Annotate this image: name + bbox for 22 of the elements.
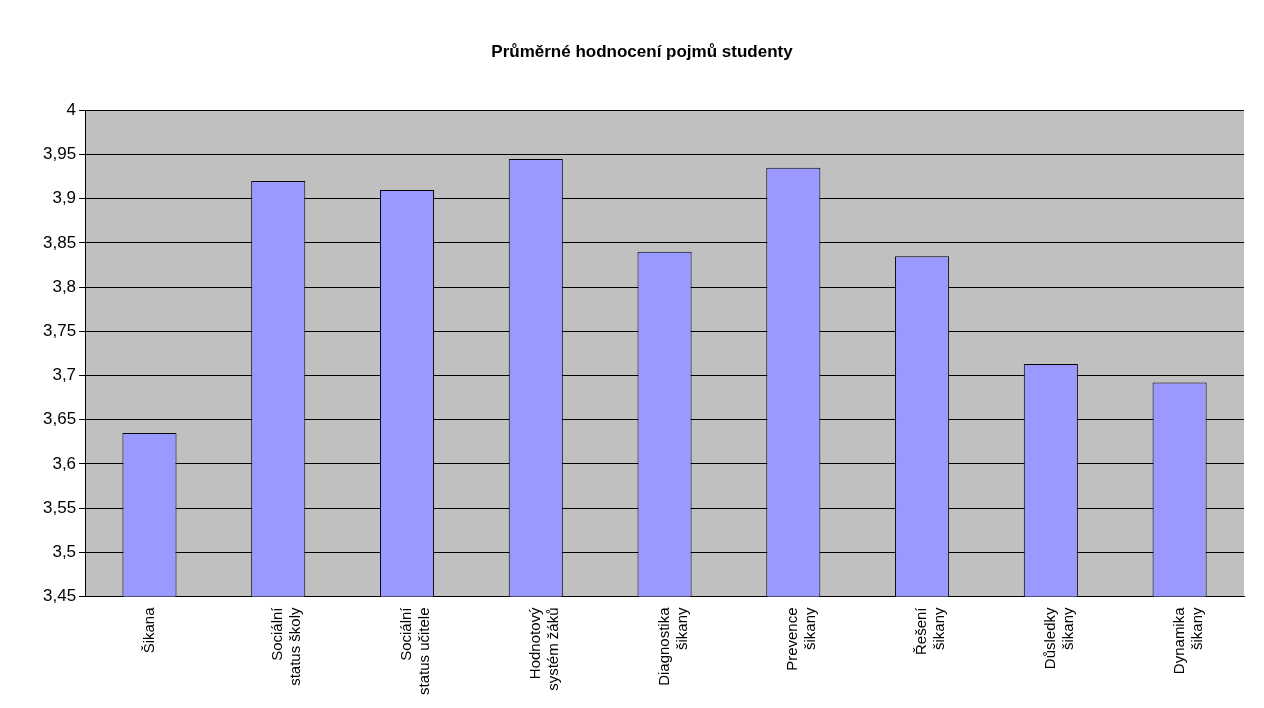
chart-title: Průměrné hodnocení pojmů studenty (491, 41, 794, 61)
y-tick-label: 3,9 (52, 188, 77, 208)
y-tick-label: 3,75 (42, 321, 77, 341)
y-tick-label: 3,45 (42, 586, 77, 606)
y-tick-label: 3,65 (42, 409, 77, 429)
x-tick-label: Sociální status školy (268, 606, 304, 686)
x-tick-label: Šikana (139, 606, 157, 654)
x-tick-label: Sociální status učitele (397, 606, 433, 695)
x-tick-label: Dynamika šikany (1169, 606, 1205, 675)
x-tick-label: Hodnotový systém žáků (525, 606, 561, 691)
y-tick-label: 3,7 (52, 365, 77, 385)
y-tick-label: 3,55 (42, 497, 77, 517)
x-tick-label: Diagnostika šikany (654, 606, 690, 686)
y-tick-label: 3,8 (52, 276, 77, 296)
x-tick-label: Důsledky šikany (1040, 606, 1076, 670)
y-tick-label: 3,95 (42, 144, 77, 164)
y-tick-label: 4 (66, 100, 77, 120)
y-tick-label: 3,85 (42, 232, 77, 252)
y-tick-label: 3,6 (52, 453, 77, 473)
x-tick-label: Řešení šikany (912, 606, 948, 655)
y-tick-label: 3,5 (52, 541, 77, 561)
x-tick-label: Prevence šikany (783, 606, 819, 671)
